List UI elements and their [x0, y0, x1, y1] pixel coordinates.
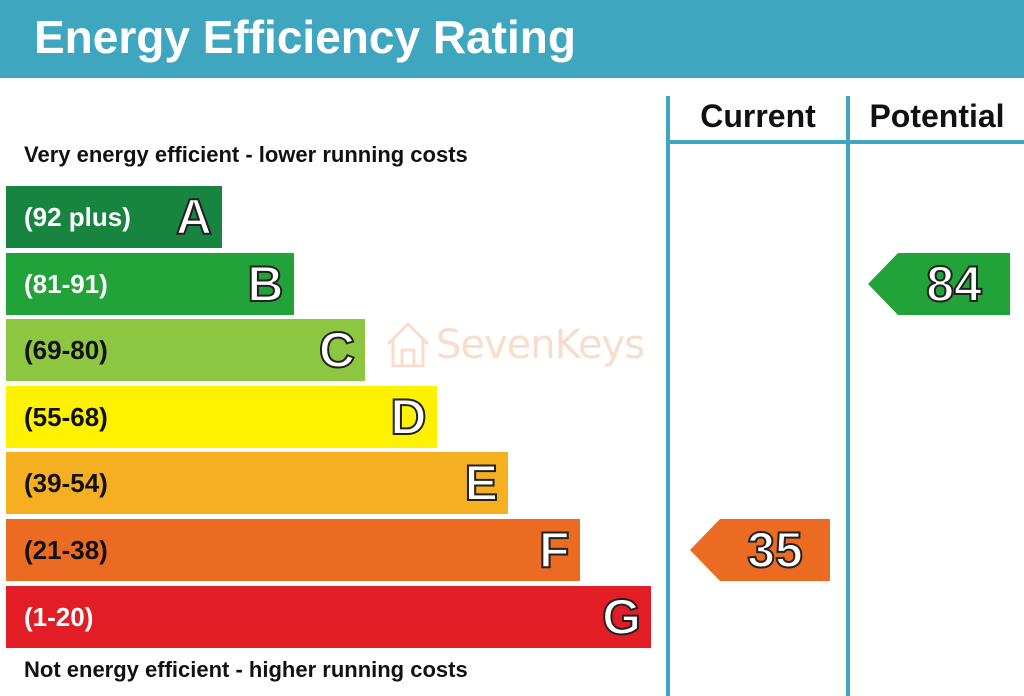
current-rating-arrow: 35 [690, 519, 830, 581]
band-letter-label: G [602, 586, 641, 648]
watermark-text: SevenKeys [436, 322, 644, 368]
band-range-label: (1-20) [24, 586, 93, 648]
band-e: (39-54) E [6, 452, 508, 514]
current-column-header: Current [670, 96, 846, 140]
band-range-label: (21-38) [24, 519, 108, 581]
bottom-caption: Not energy efficient - higher running co… [24, 657, 468, 683]
band-range-label: (81-91) [24, 253, 108, 315]
header-bar: Energy Efficiency Rating [0, 0, 1024, 78]
potential-rating-arrow: 84 [868, 253, 1010, 315]
house-logo-icon [384, 318, 432, 370]
potential-rating-value: 84 [898, 253, 1010, 315]
band-d: (55-68) D [6, 386, 437, 448]
column-header-divider [668, 140, 1024, 144]
top-caption: Very energy efficient - lower running co… [24, 142, 468, 168]
current-column-left-border [666, 96, 670, 696]
band-a: (92 plus) A [6, 186, 222, 248]
band-g: (1-20) G [6, 586, 651, 648]
band-letter-label: F [539, 519, 570, 581]
band-f: (21-38) F [6, 519, 580, 581]
band-letter-label: A [176, 186, 212, 248]
band-letter-label: B [247, 253, 283, 315]
current-rating-value: 35 [720, 519, 830, 581]
band-c: (69-80) C [6, 319, 365, 381]
band-b: (81-91) B [6, 253, 294, 315]
band-range-label: (55-68) [24, 386, 108, 448]
page-title: Energy Efficiency Rating [34, 6, 576, 68]
band-range-label: (69-80) [24, 319, 108, 381]
band-range-label: (92 plus) [24, 186, 131, 248]
potential-column-header: Potential [850, 96, 1024, 140]
potential-column-left-border [846, 96, 850, 696]
band-letter-label: C [319, 319, 355, 381]
band-letter-label: E [465, 452, 498, 514]
band-range-label: (39-54) [24, 452, 108, 514]
band-letter-label: D [390, 386, 426, 448]
watermark: SevenKeys [384, 318, 432, 372]
